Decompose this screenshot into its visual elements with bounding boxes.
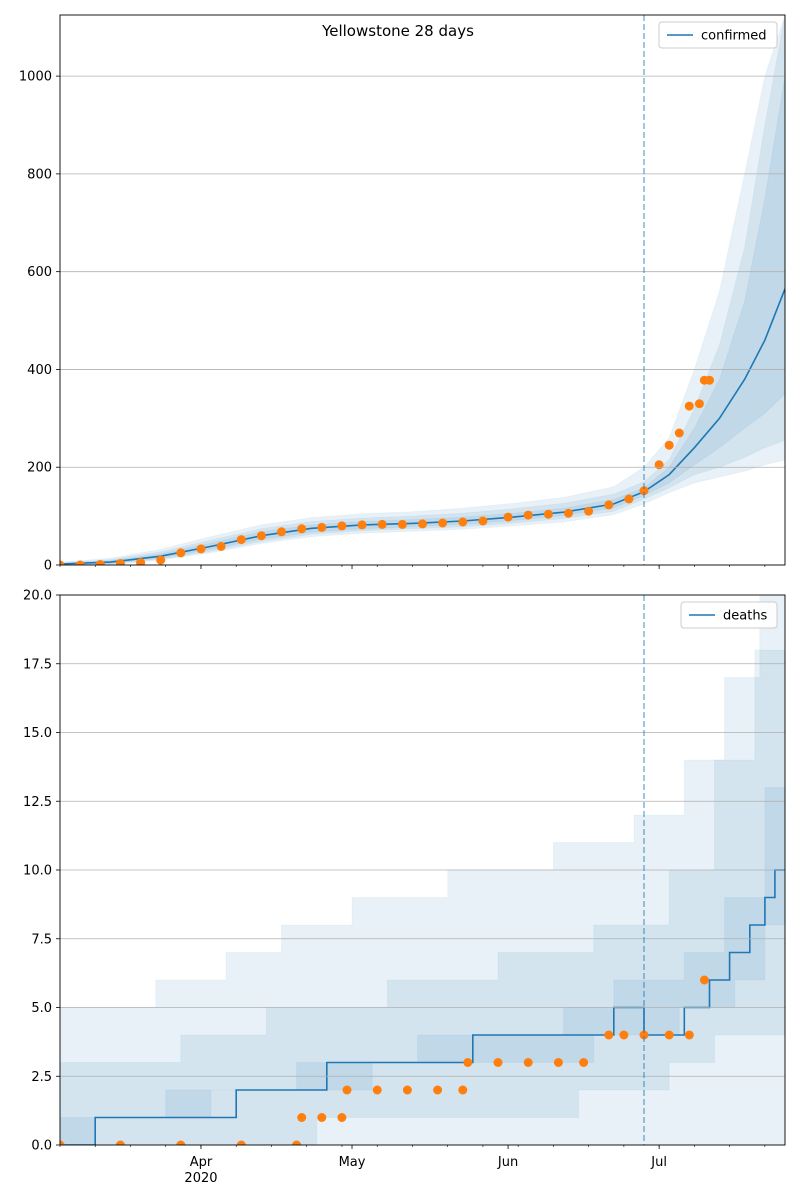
observed-point [95, 560, 105, 565]
uncertainty-band [60, 15, 785, 565]
observed-point [543, 509, 553, 519]
observed-point [115, 1140, 125, 1145]
y-tick-label: 15.0 [23, 726, 52, 741]
legend-label: deaths [723, 609, 768, 624]
legend-box [658, 21, 778, 49]
observed-point [156, 555, 166, 565]
observed-point [60, 1140, 65, 1145]
observed-point [216, 541, 226, 551]
observed-point [699, 975, 709, 985]
observed-point [115, 559, 125, 565]
observed-point [317, 1113, 327, 1122]
observed-point [297, 524, 307, 534]
observed-point [604, 500, 614, 510]
observed-point [292, 1140, 302, 1145]
x-tick-label: Apr [190, 1155, 213, 1170]
legend: confirmed [658, 21, 778, 49]
observed-point [478, 516, 488, 526]
y-tick-label: 1000 [19, 70, 52, 85]
observed-point [579, 1058, 589, 1067]
uncertainty-band [60, 15, 785, 565]
plot-area [60, 15, 785, 565]
observed-point [377, 519, 387, 529]
legend-label: confirmed [701, 29, 767, 44]
observed-point [297, 1113, 307, 1122]
y-tick-label: 2.5 [31, 1070, 52, 1085]
y-tick-label: 12.5 [23, 795, 52, 810]
observed-point [397, 519, 407, 529]
observed-point [458, 1085, 468, 1095]
observed-point [705, 375, 714, 385]
observed-point [236, 1140, 246, 1145]
observed-point [664, 440, 674, 450]
observed-point [639, 486, 649, 496]
observed-point [372, 1085, 382, 1095]
observed-point [438, 518, 448, 528]
observed-point [75, 560, 85, 565]
y-tick-label: 7.5 [31, 932, 52, 947]
y-tick-label: 0 [44, 559, 52, 574]
observed-point [433, 1085, 443, 1095]
observed-point [458, 517, 468, 527]
observed-point [564, 508, 573, 518]
y-tick-label: 400 [27, 363, 52, 378]
legend-box [680, 601, 778, 629]
confirmed-panel: 0 200 400 600 800 1000 confirmed [19, 14, 786, 574]
y-tick-label: 20.0 [23, 589, 52, 604]
observed-point [176, 1140, 186, 1145]
x-tick-year-label: 2020 [184, 1171, 217, 1186]
y-tick-label: 800 [27, 167, 52, 182]
legend: deaths [680, 601, 778, 629]
observed-point [619, 1030, 629, 1040]
observed-point [418, 519, 427, 529]
observed-point [624, 494, 634, 504]
observed-point [337, 521, 347, 531]
x-tick-label: May [339, 1155, 366, 1170]
observed-point [136, 558, 146, 565]
median-line [60, 288, 785, 565]
observed-point [523, 1058, 533, 1067]
observed-point [694, 399, 704, 409]
observed-point [654, 460, 664, 470]
y-tick-label: 10.0 [23, 864, 52, 879]
observed-point [337, 1113, 347, 1122]
observed-point [684, 401, 694, 411]
axes-frame [59, 594, 786, 1146]
observed-point [176, 548, 186, 558]
median-line [60, 869, 785, 1145]
uncertainty-band [60, 76, 785, 565]
observed-point [584, 506, 594, 516]
y-tick-label: 600 [27, 265, 52, 280]
observed-point [402, 1085, 412, 1095]
observed-point [493, 1058, 503, 1067]
y-tick-label: 200 [27, 461, 52, 476]
observed-point [674, 428, 684, 438]
observed-point [317, 522, 327, 532]
figure-title: Yellowstone 28 days [321, 22, 474, 40]
observed-point [553, 1058, 563, 1067]
observed-point [196, 544, 206, 554]
x-tick-label: Jul [650, 1155, 667, 1170]
observed-point [236, 535, 246, 545]
observed-point [342, 1085, 352, 1095]
y-tick-label: 5.0 [31, 1001, 52, 1016]
axes-frame [59, 14, 786, 566]
observed-point [604, 1030, 614, 1040]
y-tick-label: 0.0 [31, 1139, 52, 1154]
x-tick-label: Jun [497, 1155, 518, 1170]
y-tick-label: 17.5 [23, 657, 52, 672]
observed-point [256, 531, 266, 541]
observed-point [503, 512, 513, 522]
observed-point [277, 527, 286, 537]
plot-area [60, 595, 785, 1145]
observed-point [60, 560, 65, 565]
observed-point [463, 1058, 473, 1067]
observed-point [357, 520, 367, 530]
observed-point [523, 510, 533, 520]
observed-point [684, 1030, 694, 1040]
observed-point [639, 1030, 649, 1040]
observed-point [664, 1030, 674, 1040]
